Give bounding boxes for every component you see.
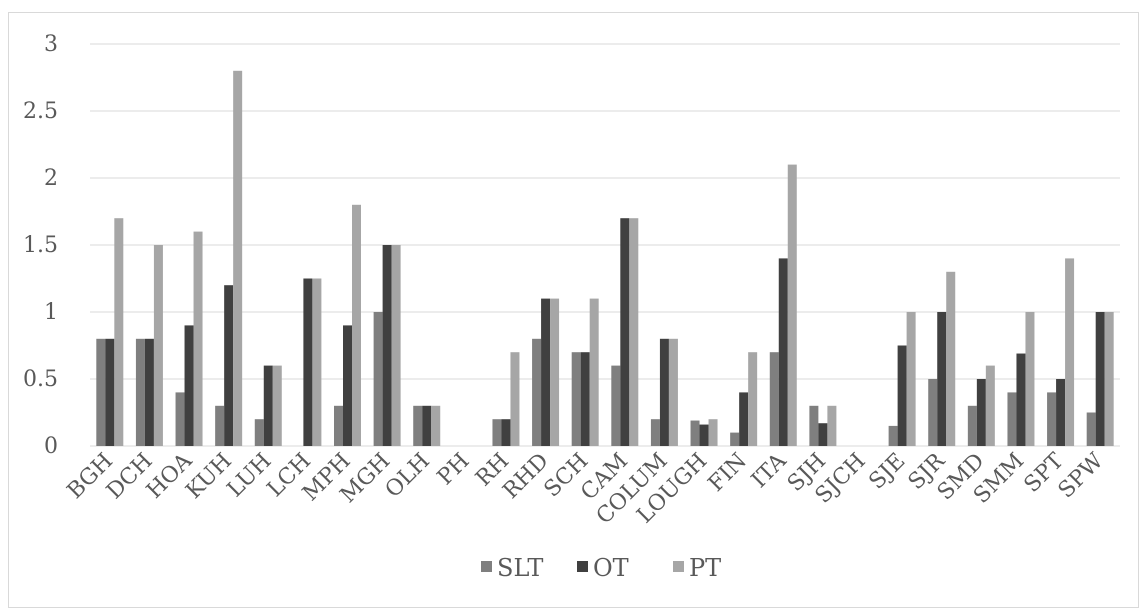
bar-pt [827, 405, 837, 446]
legend-swatch-slt [481, 561, 492, 572]
bar-ot [739, 392, 749, 446]
bar-ot [343, 325, 352, 446]
bar-slt [769, 352, 779, 446]
bar-ot [263, 365, 273, 446]
x-tick-label: LUH [223, 449, 277, 503]
bar-ot [659, 338, 669, 446]
bar-pt [391, 245, 401, 446]
x-tick-label: FIN [704, 449, 752, 497]
bar-slt [571, 352, 581, 446]
bar-ot [778, 258, 788, 446]
x-tick-label: DCH [102, 449, 158, 505]
bar-ot [184, 325, 194, 446]
bar-slt [135, 338, 145, 446]
bar-pt [431, 405, 441, 446]
bar-ot [937, 312, 947, 446]
bar-pt [550, 298, 560, 446]
legend-label-slt: SLT [497, 554, 543, 582]
bar-slt [1007, 392, 1017, 446]
x-tick-label: PH [433, 449, 475, 491]
legend-swatch-pt [673, 561, 684, 572]
bar-ot [976, 379, 986, 446]
bar-pt [668, 338, 678, 446]
bar-pt [985, 365, 995, 446]
bar-pt [1025, 312, 1035, 446]
bar-ot [382, 245, 392, 446]
bar-pt [589, 298, 599, 446]
bar-slt [611, 365, 621, 446]
bar-pt [748, 352, 758, 446]
bar-slt [492, 419, 502, 446]
x-tick-label: KUH [181, 449, 236, 504]
bar-pt [1104, 312, 1114, 446]
bar-pt [153, 245, 163, 446]
bar-ot [580, 352, 590, 446]
y-tick-label: 0.5 [23, 367, 58, 392]
bar-slt [690, 420, 700, 446]
bar-slt [334, 405, 343, 446]
bar-pt [1065, 258, 1075, 446]
legend-label-ot: OT [593, 554, 629, 582]
legend-label-pt: PT [689, 554, 721, 582]
x-tick-label: SPW [1054, 448, 1109, 503]
bar-pt [510, 352, 520, 446]
y-tick-label: 1.5 [23, 233, 58, 258]
bar-slt [175, 392, 185, 446]
bar-slt [928, 379, 938, 446]
bar-slt [967, 405, 977, 446]
bar-ot [224, 285, 234, 446]
legend-swatch-ot [577, 561, 588, 572]
bar-slt [809, 405, 819, 446]
bar-slt [215, 405, 225, 446]
bar-pt [233, 70, 243, 447]
bar-ot [1016, 353, 1026, 446]
bar-ot [541, 298, 551, 446]
bar-pt [114, 218, 124, 446]
y-tick-label: 2 [44, 166, 58, 191]
bar-pt [193, 231, 203, 446]
bar-ot [1095, 312, 1105, 446]
bar-pt [312, 278, 322, 446]
x-tick-label: RHD [498, 449, 553, 504]
bar-slt [650, 419, 660, 446]
bar-slt [730, 432, 740, 446]
bar-slt [373, 312, 383, 446]
y-tick-label: 1 [44, 300, 58, 325]
bar-pt [906, 312, 916, 446]
bar-ot [818, 423, 828, 446]
bar-pt [708, 419, 718, 446]
y-tick-label: 0 [44, 434, 58, 459]
bar-slt [888, 425, 898, 446]
x-tick-label: BGH [63, 449, 118, 504]
bar-pt [272, 365, 282, 446]
bar-ot [144, 338, 154, 446]
bar-ot [699, 424, 709, 446]
bar-ot [105, 338, 115, 446]
y-tick-label: 3 [44, 32, 58, 57]
bar-ot [501, 419, 511, 446]
x-tick-label: OLH [381, 449, 435, 503]
bar-pt [946, 271, 956, 446]
bar-slt [1086, 412, 1096, 446]
bar-slt [413, 405, 423, 446]
bar-ot [897, 345, 907, 446]
y-tick-label: 2.5 [23, 99, 58, 124]
bar-slt [1047, 392, 1057, 446]
bar-ot [1056, 379, 1066, 446]
bar-pt [352, 204, 361, 446]
bar-slt [532, 338, 542, 446]
bar-slt [96, 338, 106, 446]
bar-slt [254, 419, 264, 446]
bar-ot [303, 278, 313, 446]
bar-ot [620, 218, 630, 446]
bar-ot [422, 405, 432, 446]
bar-pt [787, 164, 797, 446]
x-tick-label: ITA [747, 448, 792, 493]
bar-pt [629, 218, 639, 446]
x-tick-label: SJE [864, 449, 910, 495]
